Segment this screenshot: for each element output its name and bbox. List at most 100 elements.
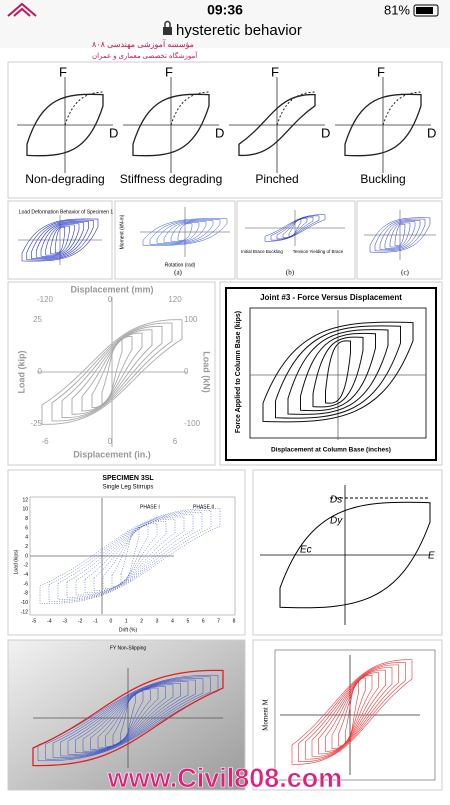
tick-label: 12 [22,497,28,503]
tick-label: -12 [21,609,28,615]
chart-subtitle: Single Leg Stirrups [103,485,154,491]
panel-caption: Pinched [255,172,298,186]
result-1c[interactable] [236,200,356,280]
axis-label: Displacement (in.) [73,449,151,459]
search-query[interactable]: hysteretic behavior [176,22,302,39]
hysteresis-loop [149,219,221,245]
battery-level [416,7,433,14]
tick-label: -120 [37,295,54,304]
hysteresis-loop [156,220,214,244]
tick-label: 8 [25,516,28,522]
chart-title: Joint #3 - Force Versus Displacement [260,293,402,302]
tick-label: 6 [173,437,178,446]
tick-label: 1 [125,618,128,624]
tick-label: -3 [63,618,68,624]
hysteresis-loop [31,220,89,260]
hysteresis-loop [48,510,212,602]
result-2[interactable] [7,281,216,466]
hysteresis-loop [311,667,393,757]
hysteresis-loop [84,518,176,594]
axis-label: Displacement at Column Base (inches) [271,447,391,454]
hysteresis-loop [264,214,326,242]
hysteresis-loop [39,508,221,604]
tick-label: 0 [110,618,113,624]
tick-label: -6 [24,581,29,587]
result-5[interactable] [252,469,443,636]
tick-label: 100 [184,315,198,324]
hysteresis-loop [318,669,386,755]
result-1d[interactable] [356,200,443,280]
axis-name: F [271,64,279,79]
hysteresis-loop [312,336,364,408]
tick-label: 120 [168,295,182,304]
hysteresis-loop [163,221,207,243]
top-bar [0,0,450,48]
tick-label: 2 [140,618,143,624]
lock-icon [163,27,172,35]
axis-name: D [321,125,330,140]
result-1b[interactable] [114,200,236,280]
hysteresis-loop [41,319,183,425]
result-frames [7,61,443,791]
hysteresis-loop [344,93,422,157]
hysteresis-loop [394,223,406,247]
axis-name: F [59,64,67,79]
clock: 09:36 [207,2,243,18]
tick-label: 4 [171,618,174,624]
hysteresis-loop [60,679,196,757]
tick-label: 5 [186,618,189,624]
hysteresis-loop [279,501,431,609]
hysteresis-loop [45,676,211,760]
hysteresis-loop [61,326,163,418]
tick-label: -4 [24,572,29,578]
logo-line: مؤسسه آموزشی مهندسی ۸۰۸ [92,39,194,49]
hysteresis-loop [71,329,153,415]
curve-label: Dy [330,516,343,527]
panel-caption: Buckling [360,172,405,186]
hysteresis-loop [389,222,411,248]
axis-name: F [377,64,385,79]
tick-label: 7 [217,618,220,624]
battery-icon [413,4,439,17]
result-3[interactable] [219,281,443,466]
tick-label: -2 [24,563,29,569]
axis-label: Load (kip) [16,351,26,394]
hysteresis-loop [93,521,167,591]
hysteresis-loop [262,321,414,423]
hysteresis-loop [287,329,389,415]
tick-label: -6 [41,437,49,446]
hysteresis-loop [384,221,416,249]
curve-label: Ec [300,545,312,556]
hysteresis-loop [291,659,413,765]
hysteresis-loop [45,224,75,256]
hysteresis-loop [374,218,426,252]
hysteresis-loop [300,332,376,412]
thumb-label: (b) [286,269,295,277]
axis-name: F [165,64,173,79]
tick-label: 0 [184,367,189,376]
tick-label: 0 [108,295,113,304]
hysteresis-loop [238,93,316,157]
hysteresis-loop [142,218,228,246]
hysteresis-loop [37,674,219,762]
frame [225,287,437,461]
hysteresis-loop [75,683,181,753]
result-4[interactable] [7,469,246,636]
hysteresis-loop [40,223,80,257]
tick-label: 0 [38,367,43,376]
hysteresis-loop [50,225,70,255]
result-0[interactable] [7,61,443,199]
hysteresis-loop [345,680,359,744]
hysteresis-loop [81,332,143,412]
tick-label: -8 [24,591,29,597]
lock-shackle [164,20,171,27]
hysteresis-loop [52,678,204,758]
tick-label: -10 [21,600,28,606]
hysteresis-loop [170,222,200,242]
tick-label: 0 [108,437,113,446]
hysteresis-loop [66,514,194,598]
phase-label: PHASE II [193,504,214,510]
hysteresis-loop [132,93,210,157]
